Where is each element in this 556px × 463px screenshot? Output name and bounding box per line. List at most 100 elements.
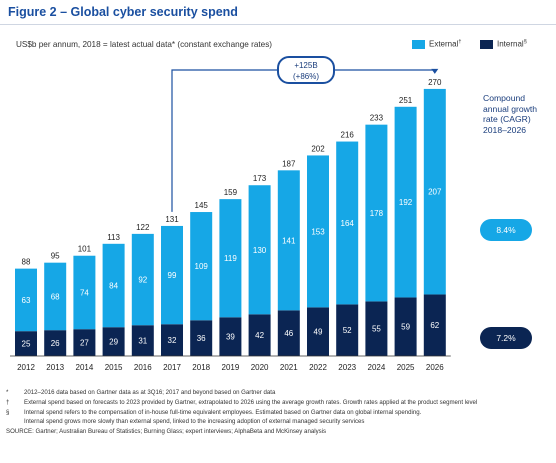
bar-internal-2019 <box>219 317 242 356</box>
label-internal-2015: 29 <box>109 338 118 347</box>
tick-label-2025: 2025 <box>397 363 415 372</box>
footnote-3: § Internal spend refers to the compensat… <box>6 408 550 418</box>
legend-internal: Internal§ <box>480 39 527 50</box>
label-internal-2017: 32 <box>168 336 177 345</box>
label-external-2022: 153 <box>311 227 325 236</box>
tick-label-2013: 2013 <box>46 363 64 372</box>
label-internal-2013: 26 <box>51 339 60 348</box>
label-total-2016: 122 <box>136 223 150 232</box>
bar-external-2016 <box>131 233 154 326</box>
label-total-2019: 159 <box>224 188 238 197</box>
footnote-4: Internal spend grows more slowly than ex… <box>6 417 550 427</box>
bar-external-2020 <box>248 185 271 315</box>
bar-external-2022 <box>307 155 329 308</box>
tick-label-2026: 2026 <box>426 363 444 372</box>
tick-label-2018: 2018 <box>192 363 210 372</box>
tick-label-2024: 2024 <box>368 363 386 372</box>
cagr-label: Compound annual growth rate (CAGR) 2018–… <box>483 93 537 135</box>
legend-internal-mark: § <box>523 39 527 45</box>
label-external-2024: 178 <box>370 209 384 218</box>
label-total-2020: 173 <box>253 174 267 183</box>
legend-external: External† <box>412 39 461 50</box>
label-external-2017: 99 <box>168 271 177 280</box>
footnote-4-text: Internal spend grows more slowly than ex… <box>24 418 365 426</box>
footnote-2-text: External spend based on forecasts to 202… <box>24 398 478 406</box>
legend-internal-label: Internal <box>497 39 524 49</box>
growth-callout-amount: +125B <box>294 61 318 70</box>
tick-label-2023: 2023 <box>338 363 356 372</box>
bars-layer <box>10 88 451 357</box>
label-total-2024: 233 <box>370 114 384 123</box>
label-total-2021: 187 <box>282 159 296 168</box>
label-total-2012: 88 <box>22 258 31 267</box>
label-internal-2016: 31 <box>138 337 147 346</box>
bar-external-2021 <box>277 170 300 311</box>
labels-layer: 25 63 88 2012 26 68 95 2013 27 74 101 2014 29 84 113 20… <box>17 78 444 372</box>
cagr-external-badge: 8.4% <box>480 219 532 241</box>
legend-external-swatch <box>412 40 425 50</box>
figure-title: Figure 2 – Global cyber security spend <box>8 5 238 19</box>
bar-internal-2020 <box>248 314 271 356</box>
bar-internal-2014 <box>73 329 96 356</box>
source-note: SOURCE: Gartner; Australian Bureau of St… <box>6 428 327 436</box>
label-internal-2023: 52 <box>343 326 352 335</box>
label-total-2013: 95 <box>51 252 60 261</box>
label-external-2016: 92 <box>138 276 147 285</box>
label-internal-2014: 27 <box>80 339 89 348</box>
footnote-3-text: Internal spend refers to the compensatio… <box>24 408 422 416</box>
tick-label-2022: 2022 <box>309 363 327 372</box>
tick-label-2014: 2014 <box>76 363 94 372</box>
bar-internal-2024 <box>365 301 388 356</box>
label-total-2014: 101 <box>78 245 92 254</box>
bar-external-2018 <box>190 212 213 321</box>
footnote-3-mark: § <box>6 408 10 416</box>
footnote-2-mark: † <box>6 398 10 406</box>
bar-internal-2025 <box>394 297 417 356</box>
label-total-2026: 270 <box>428 78 442 87</box>
bar-internal-2016 <box>131 325 154 356</box>
bar-internal-2015 <box>102 327 125 356</box>
bar-external-2015 <box>102 243 125 328</box>
tick-label-2019: 2019 <box>222 363 240 372</box>
label-external-2012: 63 <box>22 296 31 305</box>
label-internal-2018: 36 <box>197 334 206 343</box>
tick-label-2015: 2015 <box>105 363 123 372</box>
footnote-1-mark: * <box>6 389 9 396</box>
label-external-2013: 68 <box>51 292 60 301</box>
tick-label-2012: 2012 <box>17 363 35 372</box>
footnote-1-text: 2012–2016 data based on Gartner data as … <box>24 389 276 396</box>
legend-external-label: External <box>429 39 459 49</box>
tick-label-2021: 2021 <box>280 363 298 372</box>
bar-internal-2026 <box>423 294 446 356</box>
label-external-2023: 164 <box>341 219 355 228</box>
tick-label-2017: 2017 <box>163 363 181 372</box>
title-divider <box>0 24 556 25</box>
tick-label-2016: 2016 <box>134 363 152 372</box>
legend-internal-swatch <box>480 40 493 50</box>
bar-internal-2018 <box>190 320 213 356</box>
label-external-2018: 109 <box>195 262 209 271</box>
label-external-2015: 84 <box>109 282 118 291</box>
bar-external-2023 <box>336 141 359 305</box>
bar-external-2024 <box>365 124 388 302</box>
bar-external-2012 <box>15 268 37 332</box>
bar-external-2019 <box>219 199 242 318</box>
label-internal-2019: 39 <box>226 333 235 342</box>
chart-subtitle: US$b per annum, 2018 = latest actual dat… <box>16 40 273 49</box>
label-internal-2012: 25 <box>22 340 31 349</box>
label-total-2023: 216 <box>341 131 355 140</box>
label-external-2026: 207 <box>428 188 442 197</box>
bar-internal-2023 <box>336 304 359 356</box>
label-external-2025: 192 <box>399 198 413 207</box>
label-total-2018: 145 <box>195 201 209 210</box>
label-internal-2026: 62 <box>430 321 439 330</box>
footnotes: * 2012–2016 data based on Gartner data a… <box>6 388 550 437</box>
bar-internal-2012 <box>15 331 37 356</box>
bar-internal-2017 <box>161 324 183 356</box>
footnote-2: † External spend based on forecasts to 2… <box>6 398 550 408</box>
label-internal-2024: 55 <box>372 325 381 334</box>
label-internal-2021: 46 <box>284 329 293 338</box>
label-total-2017: 131 <box>165 215 179 224</box>
label-total-2025: 251 <box>399 96 413 105</box>
